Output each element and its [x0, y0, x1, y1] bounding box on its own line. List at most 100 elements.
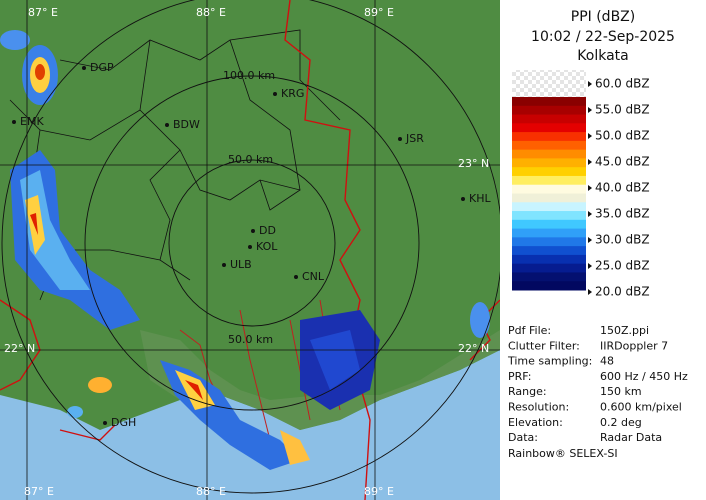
legend-arrow — [588, 185, 592, 191]
color-stripe — [512, 237, 586, 247]
city-dot — [222, 263, 226, 267]
legend-arrow — [588, 81, 592, 87]
legend: 60.0 dBZ 55.0 dBZ 50.0 dBZ 45.0 dBZ 40.0 dBZ… — [588, 77, 650, 299]
legend-arrow — [588, 289, 592, 295]
city-label: JSR — [405, 132, 424, 145]
color-stripe — [512, 167, 586, 177]
info-label: Resolution: — [508, 401, 569, 414]
grid-label: 23° N — [458, 157, 489, 170]
city-dot — [461, 197, 465, 201]
info: Pdf File: 150Z.ppi Clutter Filter: IIRDoppl… — [507, 324, 688, 444]
color-stripe — [512, 158, 586, 168]
info-label: Range: — [508, 385, 547, 398]
info-label: Elevation: — [508, 416, 563, 429]
panel-title: PPI (dBZ) — [571, 9, 635, 25]
legend-arrow — [588, 263, 592, 269]
info-label: Data: — [508, 431, 538, 444]
cities: DGP EMK BDW KRG JSR KHL DD KOL ULB CNL DGH — [12, 61, 491, 429]
panel-site: Kolkata — [577, 48, 628, 64]
legend-arrow — [588, 211, 592, 217]
info-value: 600 Hz / 450 Hz — [600, 370, 688, 383]
legend-label: 35.0 dBZ — [595, 207, 650, 221]
city-label: DGH — [111, 416, 136, 429]
color-stripe — [512, 228, 586, 238]
info-value: 0.600 km/pixel — [600, 401, 682, 414]
city-label: KHL — [469, 192, 491, 205]
graticule — [0, 0, 500, 500]
panel-datetime: 10:02 / 22-Sep-2025 — [531, 29, 675, 45]
city-dot — [248, 245, 252, 249]
delta — [140, 330, 500, 430]
legend-label: 30.0 dBZ — [595, 233, 650, 247]
info-label: Clutter Filter: — [508, 339, 580, 352]
color-stripe — [512, 175, 586, 186]
grid-label: 87° E — [24, 485, 54, 498]
color-stripe — [512, 114, 586, 124]
grid-label: 89° E — [364, 485, 394, 498]
info-label: Time sampling: — [507, 355, 592, 368]
range-label: 50.0 km — [228, 333, 273, 346]
legend-arrow — [588, 159, 592, 165]
city-label: EMK — [20, 115, 44, 128]
color-stripe — [512, 202, 586, 212]
city-dot — [12, 120, 16, 124]
color-stripe — [512, 193, 586, 203]
color-stripe — [512, 97, 586, 107]
color-bar — [512, 97, 586, 291]
color-stripe — [512, 272, 586, 282]
color-stripe — [512, 132, 586, 142]
info-label: PRF: — [508, 370, 531, 383]
color-stripe — [512, 246, 586, 256]
color-stripe — [512, 123, 586, 133]
color-stripe — [512, 105, 586, 116]
info-value: 0.2 deg — [600, 416, 642, 429]
range-rings — [1, 0, 500, 494]
city-dot — [251, 229, 255, 233]
legend-arrow — [588, 107, 592, 113]
legend-label: 45.0 dBZ — [595, 155, 650, 169]
info-value: 150 km — [600, 385, 642, 398]
city-label: BDW — [173, 118, 200, 131]
map: 87° E 88° E 89° E 23° N 22° N 22° N 87° … — [0, 0, 500, 500]
color-stripe — [512, 281, 586, 291]
legend-label: 25.0 dBZ — [595, 259, 650, 273]
grid-label: 88° E — [196, 485, 226, 498]
city-label: DD — [259, 224, 276, 237]
legend-label: 50.0 dBZ — [595, 129, 650, 143]
city-label: DGP — [90, 61, 114, 74]
city-dot — [165, 123, 169, 127]
grid-label: 22° N — [4, 342, 35, 355]
grid-label: 89° E — [364, 6, 394, 19]
legend-label: 40.0 dBZ — [595, 181, 650, 195]
city-dot — [398, 137, 402, 141]
legend-label: 20.0 dBZ — [595, 285, 650, 299]
info-value: 48 — [600, 355, 614, 368]
city-dot — [273, 92, 277, 96]
city-label: ULB — [230, 258, 252, 271]
footer: Rainbow® SELEX-SI — [508, 447, 618, 460]
grid-label: 87° E — [28, 6, 58, 19]
grid-label: 88° E — [196, 6, 226, 19]
range-label: 100.0 km — [223, 69, 275, 82]
color-stripe — [512, 184, 586, 194]
legend-arrow — [588, 237, 592, 243]
city-dot — [103, 421, 107, 425]
legend-label: 60.0 dBZ — [595, 77, 650, 91]
color-stripe — [512, 140, 586, 151]
info-value: 150Z.ppi — [600, 324, 649, 337]
info-value: Radar Data — [600, 431, 662, 444]
legend-label: 55.0 dBZ — [595, 103, 650, 117]
city-dot — [294, 275, 298, 279]
grid-label: 22° N — [458, 342, 489, 355]
color-stripe — [512, 219, 586, 230]
color-stripe — [512, 149, 586, 159]
city-dot — [82, 66, 86, 70]
info-value: IIRDoppler 7 — [600, 339, 668, 352]
range-label: 50.0 km — [228, 153, 273, 166]
city-label: KRG — [281, 87, 304, 100]
color-stripe — [512, 263, 586, 273]
color-stripe — [512, 254, 586, 265]
legend-nodata — [512, 70, 586, 97]
echoes — [0, 30, 490, 470]
